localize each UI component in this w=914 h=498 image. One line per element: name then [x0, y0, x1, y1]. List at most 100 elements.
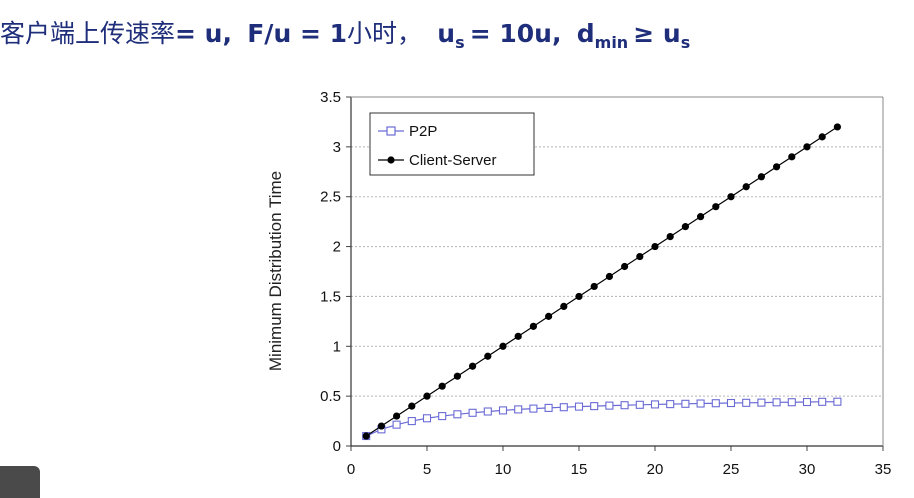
y-tick-label: 1.5: [320, 288, 341, 305]
client-server-point: [545, 312, 553, 320]
client-server-point: [742, 183, 750, 191]
corner-overlay: [0, 466, 40, 498]
client-server-point: [377, 422, 385, 430]
x-tick-label: 30: [799, 461, 816, 478]
client-server-point: [651, 242, 659, 251]
p2p-point: [833, 397, 842, 406]
x-tick-label: 35: [875, 461, 892, 478]
client-server-point: [621, 262, 629, 271]
p2p-point: [650, 400, 660, 409]
client-server-point: [757, 173, 766, 181]
client-server-point: [393, 412, 401, 420]
p2p-point: [590, 402, 599, 411]
client-server-point: [818, 133, 826, 141]
x-tick-label: 15: [571, 461, 588, 478]
x-tick-label: 0: [347, 461, 355, 478]
y-tick-label: 3: [333, 139, 341, 156]
axes: [346, 96, 884, 451]
x-tick-label: 10: [495, 461, 512, 478]
legend-box: [369, 112, 535, 176]
title-eq-fu: F/u = 1: [247, 19, 347, 48]
series-line-0: [365, 401, 838, 437]
client-server-point: [423, 392, 431, 400]
title-hour-text: 小时，: [347, 19, 423, 48]
title-us: u: [437, 19, 456, 48]
title-eq-u: = u,: [175, 19, 232, 48]
p2p-point: [666, 400, 675, 409]
p2p-point: [498, 406, 508, 415]
p2p-point: [818, 397, 827, 406]
client-server-point: [803, 143, 811, 151]
y-tick-label: 2: [333, 239, 341, 256]
p2p-point: [559, 403, 568, 412]
x-tick-label: 5: [423, 461, 431, 478]
client-server-point: [575, 292, 583, 301]
x-tick-label: 20: [647, 461, 664, 478]
title-eq-10u: = 10u,: [469, 19, 562, 48]
x-tick-label: 25: [723, 461, 740, 478]
legend-cs-label: Client-Server: [409, 152, 497, 169]
tick-labels: 0 0.5 1 1.5 2 2.5 3 3.5 0 5 10 15 20 25 30 35: [320, 89, 891, 478]
p2p-point: [802, 397, 812, 407]
client-server-point: [833, 123, 842, 131]
client-server-point: [605, 272, 614, 281]
p2p-point: [574, 402, 584, 411]
client-server-point: [697, 213, 705, 221]
client-server-point: [514, 332, 522, 340]
legend-p2p-label: P2P: [409, 123, 437, 140]
client-server-point: [681, 223, 690, 231]
legend-cs-marker: [387, 156, 395, 164]
p2p-point: [711, 399, 720, 408]
title-geq-us: ≥ u: [633, 19, 681, 48]
y-tick-label: 0.5: [320, 388, 341, 405]
slide-title: 客户端上传速率= u, F/u = 1小时， us = 10u, dmin ≥ …: [0, 14, 914, 54]
legend: P2P Client-Server: [369, 112, 535, 176]
y-tick-label: 2.5: [320, 189, 341, 206]
p2p-point: [620, 401, 629, 410]
p2p-point: [787, 398, 796, 407]
p2p-point: [726, 398, 736, 408]
p2p-point: [544, 403, 553, 412]
p2p-point: [392, 420, 401, 429]
y-tick-label: 0: [333, 438, 341, 455]
client-server-point: [438, 382, 446, 390]
p2p-point: [696, 399, 705, 408]
client-server-point: [499, 342, 507, 350]
y-tick-label: 3.5: [320, 89, 341, 106]
p2p-point: [757, 398, 766, 407]
title-cn-text: 客户端上传速率: [0, 19, 176, 48]
p2p-point: [422, 414, 432, 423]
p2p-point: [514, 405, 523, 414]
client-server-point: [408, 402, 416, 410]
client-server-point: [727, 193, 735, 201]
client-server-point: [529, 322, 538, 330]
p2p-point: [438, 412, 447, 421]
client-server-point: [666, 233, 674, 241]
title-us-sub: s: [455, 33, 465, 52]
p2p-point: [635, 400, 644, 409]
p2p-point: [742, 398, 751, 407]
p2p-point: [407, 417, 416, 426]
client-server-point: [484, 352, 492, 360]
client-server-point: [560, 302, 568, 310]
p2p-point: [772, 398, 781, 407]
y-tick-label: 1: [333, 338, 341, 355]
client-server-point: [590, 282, 598, 291]
title-geq-us-sub: s: [680, 33, 691, 52]
client-server-point: [712, 203, 720, 211]
p2p-point: [468, 408, 477, 417]
client-server-point: [636, 252, 644, 261]
client-server-point: [469, 362, 477, 370]
y-axis-label: Minimum Distribution Time: [266, 171, 285, 371]
p2p-point: [605, 401, 614, 410]
client-server-point: [362, 432, 370, 440]
p2p-point: [681, 399, 690, 408]
client-server-point: [788, 153, 796, 161]
p2p-point: [453, 410, 462, 419]
title-dmin: d: [576, 19, 595, 48]
client-server-point: [453, 372, 461, 380]
series-layer: [362, 123, 842, 441]
p2p-point: [483, 407, 492, 416]
client-server-point: [773, 163, 781, 171]
